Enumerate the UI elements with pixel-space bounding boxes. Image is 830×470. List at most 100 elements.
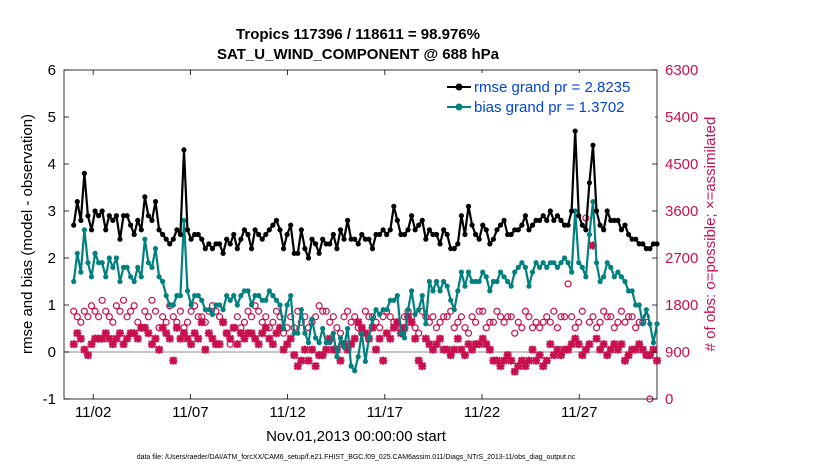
obs-possible-marker xyxy=(326,318,334,326)
obs-assimilated-marker xyxy=(190,329,199,338)
rmse-point xyxy=(135,217,141,223)
rmse-point xyxy=(565,222,571,228)
rmse-point xyxy=(625,231,632,238)
obs-assimilated-marker xyxy=(123,334,132,343)
obs-possible-marker xyxy=(628,313,636,321)
bias-point xyxy=(184,288,191,294)
obs-assimilated-marker xyxy=(450,345,459,354)
bias-point xyxy=(501,274,507,280)
bias-point xyxy=(533,260,539,266)
rmse-point xyxy=(473,231,479,238)
bias-point xyxy=(405,307,411,313)
rmse-point xyxy=(192,231,198,238)
obs-assimilated-marker xyxy=(290,351,299,360)
rmse-point xyxy=(362,236,368,242)
rmse-point xyxy=(576,213,582,219)
bias-point xyxy=(92,250,98,256)
bias-point xyxy=(601,274,607,280)
rmse-point xyxy=(547,208,553,214)
bias-point xyxy=(71,278,77,285)
bias-point xyxy=(302,330,308,336)
obs-assimilated-marker xyxy=(222,329,231,338)
bias-point xyxy=(423,321,429,327)
rmse-point xyxy=(81,170,87,176)
obs-possible-marker xyxy=(375,324,384,332)
bias-point xyxy=(209,311,216,317)
obs-assimilated-marker xyxy=(507,356,516,365)
bias-point xyxy=(298,307,304,313)
obs-possible-marker xyxy=(450,324,458,332)
bias-point xyxy=(323,340,329,346)
y-tick-label: 3 xyxy=(48,203,56,220)
obs-possible-marker xyxy=(109,318,117,326)
bias-point xyxy=(195,293,201,299)
obs-assimilated-marker xyxy=(478,334,487,343)
rmse-point xyxy=(280,246,287,252)
obs-assimilated-marker xyxy=(130,329,139,338)
rmse-point xyxy=(558,217,564,223)
rmse-point xyxy=(647,246,653,252)
rmse-point xyxy=(476,236,482,242)
rmse-point xyxy=(334,246,340,252)
bias-point xyxy=(540,260,546,266)
obs-assimilated-marker xyxy=(325,334,334,343)
bias-point xyxy=(494,278,500,285)
bias-point xyxy=(508,283,514,289)
obs-assimilated-marker xyxy=(492,356,501,365)
bias-point xyxy=(256,293,262,299)
rmse-point xyxy=(103,227,109,233)
obs-assimilated-marker xyxy=(443,345,452,354)
rmse-point xyxy=(213,241,219,247)
obs-assimilated-marker xyxy=(300,345,309,354)
rmse-point xyxy=(181,147,187,153)
bias-point xyxy=(309,316,315,322)
obs-assimilated-marker xyxy=(485,345,494,354)
rmse-point xyxy=(512,227,518,233)
rmse-point xyxy=(352,236,358,242)
rmse-point xyxy=(416,222,422,228)
bias-point xyxy=(394,293,400,299)
obs-possible-marker xyxy=(585,318,594,326)
rmse-point xyxy=(508,231,514,238)
bias-point xyxy=(497,269,504,275)
bias-point xyxy=(245,288,251,294)
rmse-point xyxy=(487,241,493,247)
obs-assimilated-marker xyxy=(272,329,281,338)
obs-possible-marker xyxy=(496,313,505,321)
bias-point xyxy=(241,288,248,294)
bias-point xyxy=(192,293,198,299)
obs-assimilated-marker xyxy=(354,318,363,327)
bias-point xyxy=(576,260,582,266)
obs-assimilated-marker xyxy=(151,334,160,343)
obs-assimilated-marker xyxy=(215,340,224,349)
bias-point xyxy=(583,274,589,280)
bias-point xyxy=(384,307,390,313)
rmse-point xyxy=(494,227,500,233)
obs-assimilated-marker xyxy=(372,345,381,354)
bias-point xyxy=(330,330,336,336)
rmse-point xyxy=(355,241,361,247)
rmse-point xyxy=(373,231,379,238)
bias-point xyxy=(188,302,194,308)
rmse-point xyxy=(92,208,98,214)
rmse-point xyxy=(444,231,450,238)
bias-point xyxy=(124,264,130,270)
rmse-point xyxy=(586,180,593,186)
obs-possible-marker xyxy=(575,318,583,326)
rmse-point xyxy=(480,222,486,228)
bias-point xyxy=(355,354,361,360)
bias-point xyxy=(558,260,564,266)
bias-point xyxy=(224,293,230,299)
bias-point xyxy=(327,340,333,346)
bias-point xyxy=(430,288,436,294)
obs-possible-marker xyxy=(557,313,565,321)
obs-possible-marker xyxy=(560,313,569,321)
bias-point xyxy=(569,269,575,275)
rmse-point xyxy=(266,227,272,233)
obs-possible-marker xyxy=(84,313,92,321)
rmse-point xyxy=(515,227,521,233)
obs-assimilated-marker xyxy=(219,318,228,327)
rmse-point xyxy=(337,227,344,233)
rmse-point xyxy=(298,227,304,233)
